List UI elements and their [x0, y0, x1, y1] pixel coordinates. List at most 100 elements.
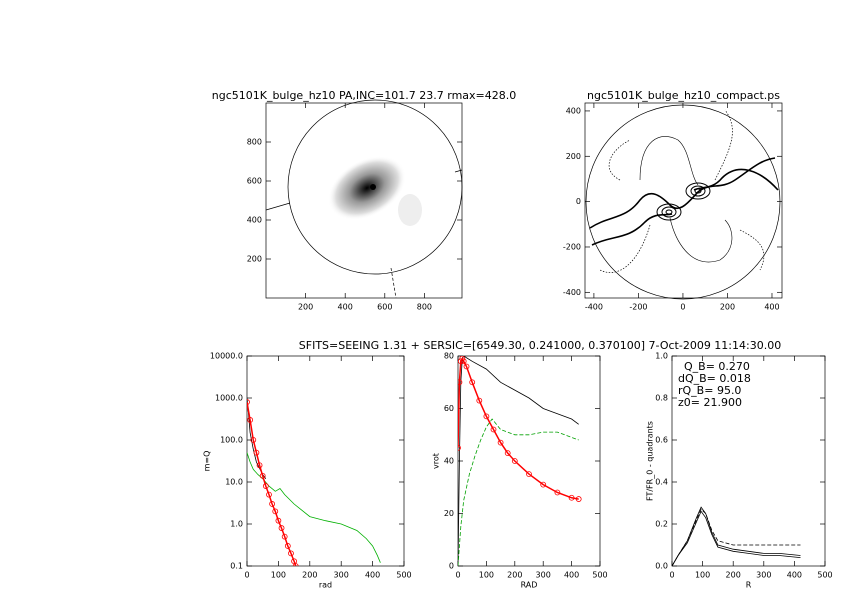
plot-area — [247, 397, 381, 566]
x-tick-label: 200 — [302, 571, 317, 580]
marker — [460, 358, 467, 365]
marker — [288, 550, 294, 557]
x-tick-label: 500 — [396, 571, 411, 580]
series-line — [458, 357, 579, 500]
y-tick-label: 20 — [444, 509, 454, 518]
y-tick-label: 200 — [247, 255, 262, 264]
plot-area — [672, 506, 801, 566]
series-line — [458, 356, 579, 566]
chart-title: ngc5101K_bulge_hz10 PA,INC=101.7 23.7 rm… — [212, 89, 517, 102]
series-line — [247, 452, 381, 563]
y-tick-label: 0.8 — [655, 394, 668, 403]
x-tick-label: 200 — [298, 303, 313, 312]
plot-frame — [671, 355, 826, 567]
series-line — [247, 397, 267, 479]
x-tick-label: 300 — [536, 571, 551, 580]
y-tick-label: 600 — [247, 177, 262, 186]
marker — [463, 363, 470, 370]
x-axis-label: rad — [319, 581, 332, 590]
marker — [247, 417, 254, 423]
x-tick-label: 0 — [455, 571, 460, 580]
annotation: rQ_B= 95.0 — [678, 384, 741, 397]
y-tick-label: 0 — [449, 562, 454, 571]
marker — [247, 399, 250, 405]
x-tick-label: 200 — [720, 303, 735, 312]
y-tick-label: 1.0 — [655, 352, 668, 361]
y-tick-label: -400 — [563, 288, 581, 297]
series-line — [247, 401, 297, 566]
chart-title: ngc5101K_bulge_hz10_compact.ps — [587, 89, 780, 102]
x-tick-label: 400 — [338, 303, 353, 312]
series-line — [672, 506, 801, 566]
y-tick-label: 0.1 — [230, 562, 243, 571]
plot-area — [458, 356, 582, 566]
x-tick-label: 500 — [817, 571, 832, 580]
x-axis-label: RAD — [521, 581, 538, 590]
x-tick-label: 100 — [271, 571, 286, 580]
marker — [269, 501, 276, 507]
annotation: dQ_B= 0.018 — [678, 372, 751, 385]
marker — [275, 517, 282, 524]
marker — [568, 494, 575, 501]
galaxy-image — [265, 99, 463, 299]
x-tick-label: 200 — [507, 571, 522, 580]
y-tick-label: 1.0 — [230, 520, 243, 529]
marker — [278, 525, 285, 531]
marker — [284, 543, 291, 549]
y-tick-label: 0 — [576, 197, 581, 206]
y-tick-label: -200 — [563, 242, 581, 251]
x-tick-label: 800 — [417, 303, 432, 312]
marker — [575, 496, 582, 502]
contours — [585, 104, 781, 300]
y-axis-label: FT/FR_0 - quadrants — [646, 421, 655, 501]
x-tick-label: 0 — [669, 571, 674, 580]
y-tick-label: 0.0 — [655, 562, 668, 571]
plot-frame — [246, 355, 405, 567]
x-tick-label: -200 — [629, 303, 647, 312]
y-tick-label: 100.0 — [220, 436, 243, 445]
series-line — [672, 510, 801, 566]
x-tick-label: 400 — [787, 571, 802, 580]
y-tick-label: 80 — [444, 352, 454, 361]
plot-frame — [584, 102, 783, 299]
marker — [259, 472, 266, 479]
marker — [476, 397, 483, 404]
x-tick-label: -400 — [585, 303, 603, 312]
y-tick-label: 10000.0 — [210, 352, 243, 361]
y-axis-label: m=Q — [203, 451, 212, 472]
marker — [253, 449, 260, 456]
x-tick-label: 300 — [334, 571, 349, 580]
marker — [292, 563, 299, 566]
annotation: z0= 21.900 — [678, 396, 742, 409]
y-tick-label: 60 — [444, 404, 454, 413]
y-tick-label: 200 — [566, 152, 581, 161]
marker — [272, 508, 279, 515]
x-tick-label: 200 — [726, 571, 741, 580]
marker — [497, 439, 504, 446]
marker — [469, 379, 476, 386]
y-tick-label: 400 — [566, 106, 581, 115]
marker — [540, 481, 547, 488]
x-tick-label: 500 — [592, 571, 607, 580]
x-tick-label: 400 — [764, 303, 779, 312]
series-line — [672, 508, 801, 566]
marker — [250, 437, 257, 443]
annotation: Q_B= 0.270 — [684, 360, 750, 373]
marker — [458, 379, 463, 386]
x-tick-label: 300 — [756, 571, 771, 580]
y-tick-label: 0.2 — [655, 520, 668, 529]
y-tick-label: 800 — [247, 138, 262, 147]
marker — [504, 450, 511, 457]
y-axis-label: vrot — [432, 453, 441, 469]
x-tick-label: 100 — [695, 571, 710, 580]
x-tick-label: 0 — [680, 303, 685, 312]
marker — [526, 471, 532, 478]
plot-frame — [265, 102, 463, 299]
y-tick-label: 400 — [247, 216, 262, 225]
y-tick-label: 0.4 — [655, 478, 668, 487]
series-line — [458, 418, 579, 566]
marker — [256, 462, 263, 469]
marker — [458, 444, 461, 451]
y-tick-label: 1000.0 — [215, 394, 243, 403]
